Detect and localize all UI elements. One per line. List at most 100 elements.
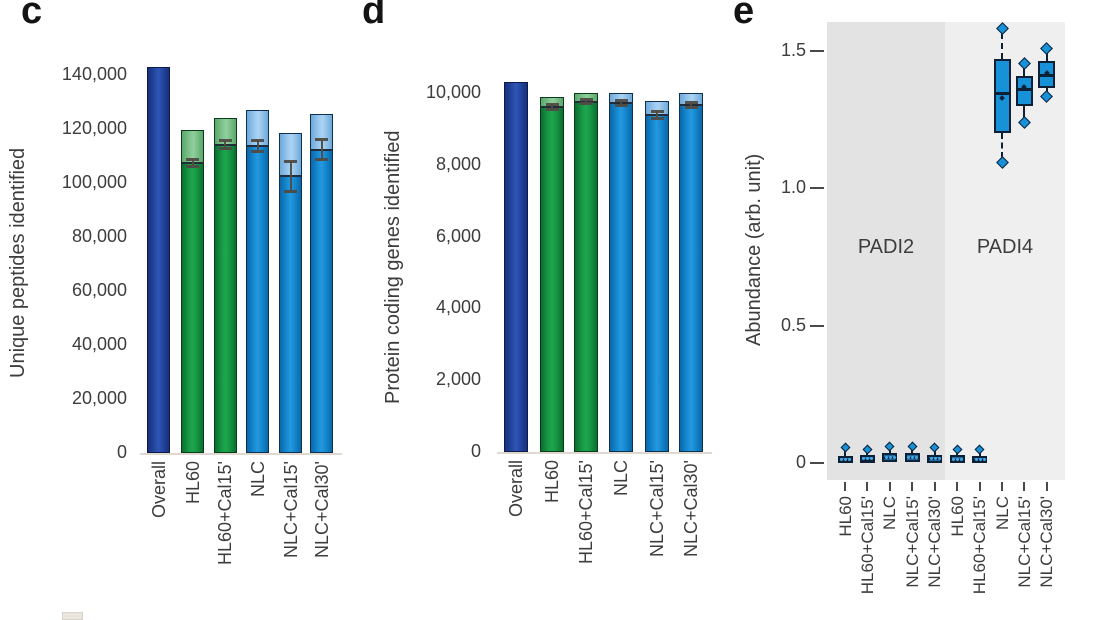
panel-d-y-axis-title: Protein coding genes identified (382, 130, 404, 404)
bar (246, 110, 269, 453)
data-point-dot (884, 456, 888, 459)
panel-c-y-axis-title: Unique peptides identified (7, 147, 29, 379)
y-tick-label: 1.0 (780, 177, 806, 198)
error-bar (191, 159, 194, 167)
x-tick-mark (978, 482, 981, 491)
error-bar (585, 99, 587, 104)
data-point-dot (978, 458, 982, 462)
error-bar (320, 139, 323, 160)
data-point-dot (844, 458, 847, 462)
error-bar-cap (614, 104, 628, 108)
y-tick-label: 100,000 (61, 172, 127, 192)
y-tick-mark (810, 462, 824, 464)
x-category-label: NLC (611, 460, 631, 497)
x-category-label: NLC+Cal30' (925, 496, 945, 588)
data-point-dot (974, 458, 978, 462)
x-category-label: HL60 (542, 460, 562, 504)
y-tick-label: 140,000 (61, 64, 127, 84)
data-point-dot (929, 457, 933, 461)
whisker-lower (1001, 133, 1003, 159)
error-bar (656, 111, 658, 119)
x-category-label: HL60+Cal15' (857, 496, 877, 595)
padi2-background-region (827, 22, 945, 480)
x-category-label: NLC+Cal15' (902, 496, 922, 588)
y-tick-mark (810, 187, 824, 190)
error-bar-cap (186, 164, 199, 168)
y-tick-label: 80,000 (71, 226, 127, 246)
x-category-label: Overall (148, 461, 169, 519)
bar (181, 130, 204, 453)
error-bar-cap (251, 150, 264, 154)
y-tick-label: 0 (470, 441, 481, 461)
bar (279, 132, 302, 453)
panel-e-y-axis-title: Abundance (arb. unit) (743, 153, 765, 347)
error-bar (289, 161, 292, 192)
y-tick-label: 0 (795, 452, 806, 472)
x-tick-mark (1045, 482, 1048, 491)
data-point-dot (848, 458, 851, 462)
x-category-label: HL60 (182, 461, 203, 505)
data-point-dot (870, 457, 874, 461)
median-line (994, 92, 1010, 96)
panel-e-letter: e (733, 0, 755, 32)
error-bar-cap (284, 159, 297, 163)
bar (645, 100, 669, 452)
data-point-dot (933, 457, 937, 461)
error-bar-cap (218, 139, 232, 143)
error-bar-cap (315, 138, 328, 142)
bar (609, 93, 633, 452)
error-bar-cap (684, 105, 698, 109)
error-bar (224, 140, 226, 149)
y-tick-label: 1.5 (780, 39, 806, 60)
data-point-dot (937, 457, 941, 461)
bar (504, 81, 528, 452)
group-label-padi4: PADI4 (976, 236, 1034, 258)
x-category-label: NLC (992, 496, 1012, 531)
x-tick-mark (956, 482, 959, 491)
legend-swatch-partial (62, 612, 83, 620)
error-bar-cap (650, 109, 664, 113)
whisker-upper (1001, 32, 1003, 60)
error-bar-cap (251, 138, 264, 142)
data-point-dot (907, 456, 911, 459)
error-bar-cap (545, 108, 559, 112)
whisker-upper (1045, 52, 1048, 61)
y-tick-label: 4,000 (435, 297, 481, 318)
error-bar (551, 104, 553, 110)
x-category-label: HL60+Cal15' (215, 461, 235, 566)
error-bar-cap (579, 102, 593, 106)
x-axis-line (497, 452, 712, 454)
y-tick-label: 8,000 (435, 153, 481, 174)
bar (213, 118, 237, 453)
panel-c-letter: c (21, 0, 43, 32)
data-point-dot (862, 457, 866, 461)
data-point-dot (892, 456, 896, 459)
x-category-label: HL60 (947, 496, 967, 537)
x-tick-mark (911, 482, 914, 491)
error-bar (690, 102, 692, 108)
x-category-label: NLC+Cal15' (280, 461, 301, 558)
x-category-label: NLC (880, 496, 900, 531)
x-category-label: HL60+Cal15' (576, 460, 596, 565)
x-category-label: NLC+Cal30' (1037, 496, 1057, 588)
x-category-label: HL60+Cal15' (970, 496, 990, 595)
error-bar (256, 140, 259, 152)
y-tick-label: 0.5 (780, 314, 806, 335)
x-category-label: NLC+Cal15' (647, 460, 667, 557)
x-tick-mark (844, 482, 846, 491)
data-point-dot (911, 456, 915, 459)
data-point-dot (915, 456, 919, 459)
y-tick-label: 20,000 (71, 388, 127, 408)
whisker-upper (1023, 67, 1026, 76)
error-bar-cap (614, 99, 628, 103)
y-tick-mark (810, 324, 824, 327)
x-category-label: NLC+Cal15' (1014, 496, 1034, 588)
error-bar-cap (315, 157, 328, 161)
data-point-dot (866, 457, 870, 461)
x-tick-mark (1023, 482, 1026, 491)
error-bar-cap (186, 157, 199, 161)
error-bar-cap (218, 147, 232, 151)
data-point-dot (888, 456, 892, 459)
x-tick-mark (888, 482, 891, 491)
y-tick-label: 120,000 (61, 118, 127, 138)
